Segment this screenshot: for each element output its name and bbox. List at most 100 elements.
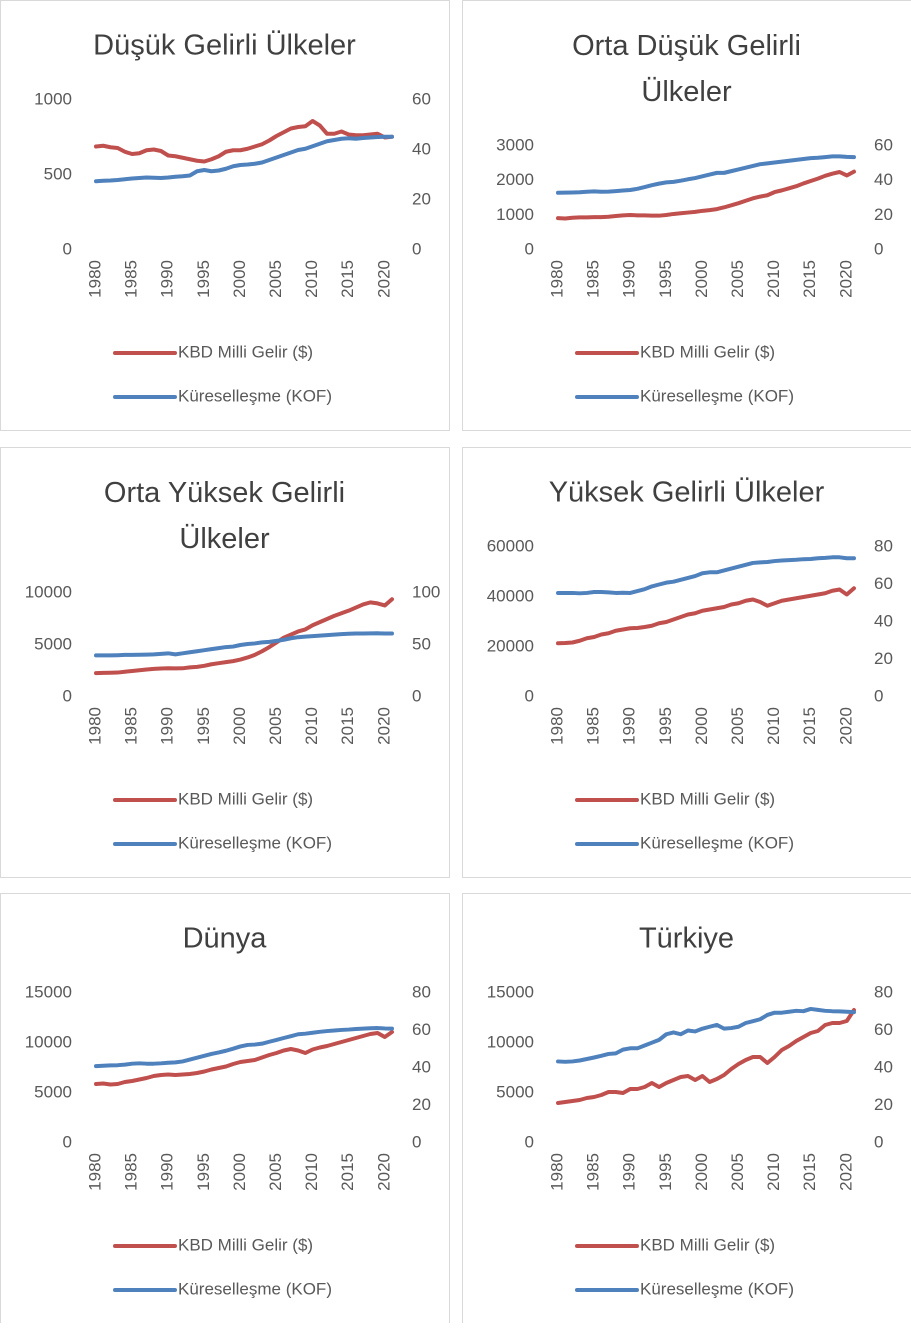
x-tick-label: 1990 — [620, 707, 639, 745]
y2-tick-label: 40 — [874, 1057, 893, 1076]
y2-tick-label: 60 — [412, 89, 431, 108]
legend-label: Küreselleşme (KOF) — [178, 1279, 332, 1298]
legend-label: KBD Milli Gelir ($) — [178, 342, 313, 361]
y-tick-label: 15000 — [25, 982, 72, 1001]
y2-tick-label: 0 — [412, 239, 421, 258]
x-tick-label: 1995 — [656, 1153, 675, 1191]
x-tick-label: 2010 — [764, 707, 783, 745]
x-tick-label: 2015 — [800, 260, 819, 298]
legend-label: KBD Milli Gelir ($) — [178, 1235, 313, 1254]
y2-tick-label: 20 — [874, 649, 893, 668]
legend-label: KBD Milli Gelir ($) — [640, 1235, 775, 1254]
y2-tick-label: 20 — [412, 189, 431, 208]
x-tick-label: 2000 — [692, 707, 711, 745]
x-tick-label: 2020 — [374, 707, 393, 745]
x-tick-label: 2005 — [728, 260, 747, 298]
y-tick-label: 40000 — [487, 586, 534, 605]
y-tick-label: 5000 — [34, 634, 72, 653]
x-tick-label: 1995 — [656, 707, 675, 745]
x-tick-label: 1990 — [620, 260, 639, 298]
y2-tick-label: 60 — [874, 135, 893, 154]
y-tick-label: 15000 — [487, 982, 534, 1001]
x-tick-label: 1985 — [122, 707, 141, 745]
y2-tick-label: 100 — [412, 582, 440, 601]
chart-title: Düşük Gelirli Ülkeler — [93, 30, 356, 62]
x-tick-label: 2015 — [338, 260, 357, 298]
x-tick-label: 1995 — [656, 260, 675, 298]
x-tick-label: 2005 — [728, 1153, 747, 1191]
y-tick-label: 0 — [525, 1132, 534, 1151]
chart-title: Dünya — [183, 923, 268, 955]
x-tick-label: 2010 — [764, 260, 783, 298]
legend-label: Küreselleşme (KOF) — [640, 1279, 794, 1298]
y-tick-label: 10000 — [25, 1032, 72, 1051]
x-tick-label: 1985 — [122, 260, 141, 298]
x-tick-label: 2010 — [302, 260, 321, 298]
panel-border — [463, 448, 911, 878]
x-tick-label: 1980 — [85, 707, 104, 745]
panel-border — [1, 1, 450, 431]
y-tick-label: 5000 — [34, 1082, 72, 1101]
legend-label: KBD Milli Gelir ($) — [640, 789, 775, 808]
y2-tick-label: 0 — [874, 686, 883, 705]
x-tick-label: 2020 — [374, 1153, 393, 1191]
y2-tick-label: 50 — [412, 634, 431, 653]
x-tick-label: 2020 — [836, 1153, 855, 1191]
x-tick-label: 2000 — [692, 260, 711, 298]
x-tick-label: 2015 — [338, 1153, 357, 1191]
y-tick-label: 1000 — [496, 205, 534, 224]
y-tick-label: 5000 — [496, 1082, 534, 1101]
y2-tick-label: 0 — [412, 1132, 421, 1151]
legend-label: Küreselleşme (KOF) — [178, 386, 332, 405]
y2-tick-label: 60 — [412, 1020, 431, 1039]
x-tick-label: 1985 — [122, 1153, 141, 1191]
x-tick-label: 1990 — [158, 1153, 177, 1191]
y2-tick-label: 40 — [874, 170, 893, 189]
y-tick-label: 0 — [525, 686, 534, 705]
chart-panel: Yüksek Gelirli Ülkeler020000400006000002… — [463, 448, 911, 878]
legend-label: Küreselleşme (KOF) — [640, 386, 794, 405]
y-tick-label: 0 — [63, 686, 72, 705]
x-tick-label: 1980 — [85, 260, 104, 298]
y-tick-label: 3000 — [496, 135, 534, 154]
x-tick-label: 2015 — [800, 707, 819, 745]
x-tick-label: 1985 — [584, 707, 603, 745]
y2-tick-label: 0 — [412, 686, 421, 705]
legend-label: Küreselleşme (KOF) — [178, 833, 332, 852]
chart-title: Yüksek Gelirli Ülkeler — [549, 477, 825, 509]
y2-tick-label: 60 — [874, 1020, 893, 1039]
y-tick-label: 10000 — [25, 582, 72, 601]
x-tick-label: 2010 — [302, 707, 321, 745]
y2-tick-label: 80 — [874, 982, 893, 1001]
y-tick-label: 0 — [525, 239, 534, 258]
x-tick-label: 2020 — [836, 260, 855, 298]
panel-border — [463, 894, 911, 1324]
x-tick-label: 2000 — [230, 707, 249, 745]
y-tick-label: 10000 — [487, 1032, 534, 1051]
x-tick-label: 1985 — [584, 260, 603, 298]
legend-label: KBD Milli Gelir ($) — [178, 789, 313, 808]
y2-tick-label: 20 — [874, 1095, 893, 1114]
x-tick-label: 2015 — [800, 1153, 819, 1191]
x-tick-label: 2015 — [338, 707, 357, 745]
y2-tick-label: 40 — [412, 139, 431, 158]
y2-tick-label: 80 — [412, 982, 431, 1001]
legend-label: Küreselleşme (KOF) — [640, 833, 794, 852]
x-tick-label: 2000 — [230, 1153, 249, 1191]
x-tick-label: 1980 — [547, 260, 566, 298]
x-tick-label: 1980 — [85, 1153, 104, 1191]
y2-tick-label: 80 — [874, 536, 893, 555]
y-tick-label: 500 — [44, 164, 72, 183]
x-tick-label: 1990 — [158, 707, 177, 745]
x-tick-label: 2010 — [302, 1153, 321, 1191]
x-tick-label: 1995 — [194, 707, 213, 745]
x-tick-label: 2000 — [692, 1153, 711, 1191]
chart-panel: Düşük Gelirli Ülkeler0500100002040601980… — [1, 1, 450, 431]
y2-tick-label: 20 — [874, 205, 893, 224]
x-tick-label: 2010 — [764, 1153, 783, 1191]
